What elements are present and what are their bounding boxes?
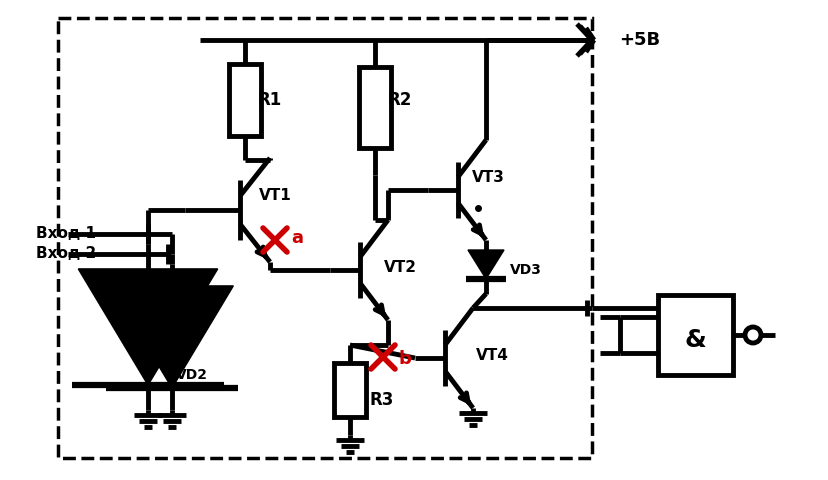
Text: Вход 1: Вход 1: [36, 227, 96, 241]
Polygon shape: [111, 286, 233, 388]
Text: VD3: VD3: [509, 263, 542, 277]
Text: R2: R2: [388, 91, 412, 109]
Text: Выход: Выход: [667, 299, 730, 317]
Polygon shape: [468, 250, 503, 279]
Bar: [334, 363, 365, 417]
Text: R1: R1: [258, 91, 282, 109]
Polygon shape: [78, 269, 218, 385]
Text: &: &: [684, 328, 705, 352]
Text: R3: R3: [369, 391, 393, 409]
Text: a: a: [291, 229, 303, 247]
Text: VT3: VT3: [471, 170, 503, 185]
Text: VT1: VT1: [258, 188, 291, 203]
Text: Вход 2: Вход 2: [36, 247, 96, 262]
Bar: [657, 295, 732, 375]
Text: VD1: VD1: [152, 353, 184, 367]
Text: b: b: [398, 350, 411, 368]
Bar: [58, 18, 591, 458]
Bar: [359, 67, 391, 148]
Text: VT2: VT2: [383, 261, 416, 276]
Bar: [229, 64, 261, 136]
Text: VD2: VD2: [176, 368, 208, 382]
Text: +5В: +5В: [619, 31, 660, 49]
Text: VT4: VT4: [475, 348, 508, 362]
